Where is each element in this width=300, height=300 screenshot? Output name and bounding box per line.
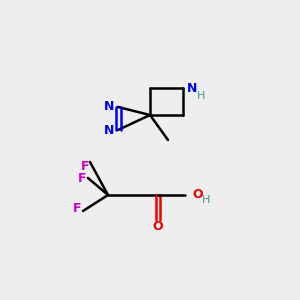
Text: O: O (192, 188, 202, 202)
Text: F: F (81, 160, 89, 173)
Text: F: F (78, 172, 86, 184)
Text: F: F (73, 202, 81, 215)
Text: N: N (104, 100, 114, 112)
Text: H: H (197, 91, 206, 101)
Text: H: H (202, 195, 210, 205)
Text: N: N (104, 124, 114, 137)
Text: O: O (153, 220, 163, 233)
Text: N: N (187, 82, 197, 94)
